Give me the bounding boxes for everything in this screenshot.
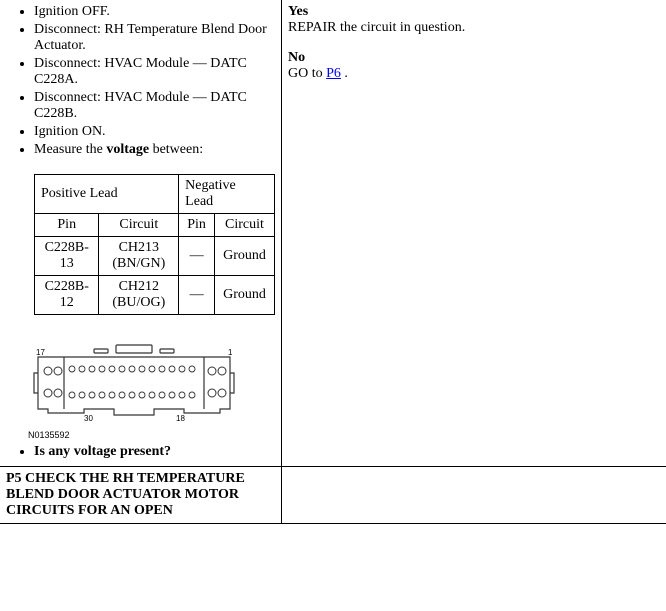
- question-item: Is any voltage present?: [34, 444, 275, 460]
- section-row: P5 CHECK THE RH TEMPERATURE BLEND DOOR A…: [0, 466, 666, 523]
- lead-table: Positive Lead Negative Lead Pin Circuit …: [34, 174, 275, 315]
- pin-number: 17: [36, 348, 45, 357]
- lead-table-sub-header: Circuit: [99, 214, 179, 237]
- yes-label: Yes: [288, 4, 660, 20]
- diagnostic-table: Ignition OFF. Disconnect: RH Temperature…: [0, 0, 666, 524]
- lead-cell: C228B-13: [35, 237, 99, 276]
- section-right-cell: [282, 467, 666, 523]
- step-left-cell: Ignition OFF. Disconnect: RH Temperature…: [0, 0, 282, 466]
- step-row: Ignition OFF. Disconnect: RH Temperature…: [0, 0, 666, 466]
- lead-table-sub-header: Pin: [35, 214, 99, 237]
- step-item: Disconnect: HVAC Module — DATC C228B.: [34, 90, 275, 122]
- step-text: Ignition OFF.: [34, 4, 110, 19]
- step-pre: Measure the: [34, 142, 106, 157]
- step-text: Ignition ON.: [34, 124, 106, 139]
- pin-number: 30: [84, 414, 93, 423]
- result-cell: Yes REPAIR the circuit in question. No G…: [282, 0, 666, 466]
- no-label: No: [288, 50, 660, 66]
- lead-table-group-row: Positive Lead Negative Lead: [35, 175, 275, 214]
- lead-cell: C228B-12: [35, 276, 99, 315]
- lead-table-sub-row: Pin Circuit Pin Circuit: [35, 214, 275, 237]
- no-line: GO to P6 .: [288, 66, 660, 82]
- lead-table-row: C228B-13 CH213 (BN/GN) — Ground: [35, 237, 275, 276]
- question-bold: voltage: [74, 444, 117, 459]
- step-text: Disconnect: HVAC Module — DATC C228A.: [34, 56, 247, 87]
- lead-table-row: C228B-12 CH212 (BU/OG) — Ground: [35, 276, 275, 315]
- step-bold: voltage: [106, 142, 149, 157]
- lead-cell: —: [179, 237, 215, 276]
- connector-part-number: N0135592: [28, 430, 275, 440]
- connector-icon: 17 1 30 18: [24, 343, 244, 423]
- lead-cell: Ground: [214, 276, 274, 315]
- lead-cell: CH212 (BU/OG): [99, 276, 179, 315]
- lead-cell: Ground: [214, 237, 274, 276]
- pin-number: 18: [176, 414, 185, 423]
- step-item: Disconnect: HVAC Module — DATC C228A.: [34, 56, 275, 88]
- lead-cell: CH213 (BN/GN): [99, 237, 179, 276]
- step-item: Measure the voltage between:: [34, 142, 275, 158]
- question-post: present?: [116, 444, 171, 459]
- no-pre: GO to: [288, 66, 326, 81]
- pin-number: 1: [228, 348, 233, 357]
- step-post: between:: [149, 142, 203, 157]
- lead-table-group-header: Negative Lead: [179, 175, 275, 214]
- connector-diagram: 17 1 30 18 N0135592: [24, 343, 275, 440]
- section-title: P5 CHECK THE RH TEMPERATURE BLEND DOOR A…: [0, 467, 282, 523]
- step-item: Disconnect: RH Temperature Blend Door Ac…: [34, 22, 275, 54]
- step-item: Ignition ON.: [34, 124, 275, 140]
- step-item: Ignition OFF.: [34, 4, 275, 20]
- question-list: Is any voltage present?: [6, 444, 275, 460]
- lead-table-group-header: Positive Lead: [35, 175, 179, 214]
- lead-table-sub-header: Circuit: [214, 214, 274, 237]
- steps-list: Ignition OFF. Disconnect: RH Temperature…: [6, 4, 275, 158]
- question-pre: Is any: [34, 444, 74, 459]
- no-post: .: [341, 66, 348, 81]
- yes-text: REPAIR the circuit in question.: [288, 20, 660, 36]
- lead-table-sub-header: Pin: [179, 214, 215, 237]
- lead-cell: —: [179, 276, 215, 315]
- step-text: Disconnect: HVAC Module — DATC C228B.: [34, 90, 247, 121]
- step-text: Disconnect: RH Temperature Blend Door Ac…: [34, 22, 267, 53]
- p6-link[interactable]: P6: [326, 66, 341, 81]
